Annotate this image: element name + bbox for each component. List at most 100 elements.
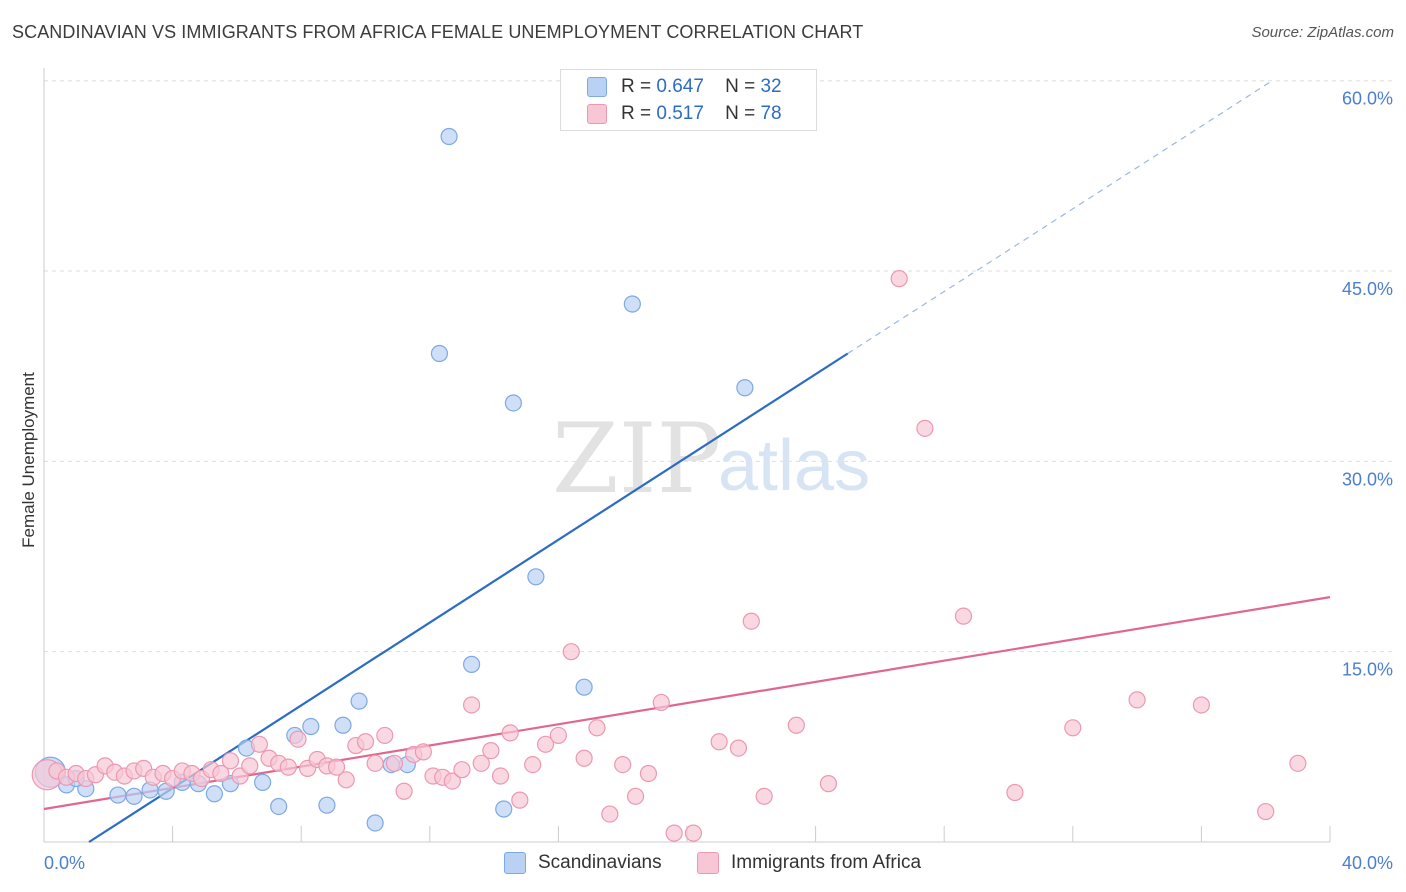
legend-n-label: N = (725, 76, 756, 97)
africa-point (1257, 802, 1275, 821)
watermark-zip: ZIP (552, 403, 721, 515)
scandinavian-point (254, 773, 272, 791)
africa-point (221, 752, 240, 770)
chart-source: Source: ZipAtlas.com (1251, 24, 1394, 41)
africa-point (536, 735, 555, 753)
africa-point (453, 761, 471, 779)
scandinavian-point (334, 716, 352, 734)
x-tick-label: 40.0% (1342, 853, 1393, 873)
africa-point (665, 824, 683, 842)
legend-swatch-africa (697, 852, 719, 874)
scandinavian-point (736, 379, 754, 397)
scandinavian-point (440, 127, 458, 146)
africa-point (501, 724, 519, 742)
chart-title: SCANDINAVIAN VS IMMIGRANTS FROM AFRICA F… (12, 22, 864, 42)
legend-swatch-scandinavians (504, 852, 526, 874)
africa-point (710, 733, 728, 751)
africa-point (1006, 783, 1024, 802)
africa-point (366, 754, 384, 772)
africa-point (279, 758, 297, 776)
scandinavian-trendline (88, 352, 849, 843)
africa-point (614, 755, 632, 774)
africa-point (482, 742, 500, 760)
scandinavian-point (462, 655, 481, 673)
africa-point (289, 730, 307, 748)
x-tick-label: 0.0% (44, 853, 85, 873)
legend-label-africa: Immigrants from Africa (731, 852, 922, 873)
africa-point (890, 270, 908, 288)
watermark-atlas: atlas (718, 426, 870, 506)
africa-point (472, 754, 490, 772)
scandinavian-point (350, 692, 368, 710)
scandinavian-point (270, 797, 288, 816)
africa-point (684, 824, 703, 842)
scandinavian-point (575, 678, 593, 696)
africa-point (511, 791, 529, 809)
y-axis-label: Female Unemployment (19, 372, 38, 548)
africa-point (755, 787, 773, 805)
africa-point (376, 726, 394, 745)
africa-point (652, 693, 670, 712)
legend-swatch-pink (587, 104, 607, 124)
africa-point (212, 764, 230, 783)
legend-item-scandinavians: Scandinavians (504, 852, 662, 874)
legend-n-label: N = (725, 103, 756, 124)
scandinavian-point (504, 394, 522, 412)
africa-point (327, 758, 346, 776)
y-tick-label: 15.0% (1342, 660, 1393, 680)
africa-point (491, 767, 510, 785)
africa-point (356, 733, 375, 751)
africa-point (575, 749, 593, 767)
y-tick-label: 30.0% (1342, 469, 1393, 489)
scandinavian-point (302, 717, 320, 736)
series-legend: Scandinavians Immigrants from Africa (0, 852, 1406, 878)
africa-point (954, 607, 973, 625)
trendlines (43, 80, 1331, 843)
africa-point (395, 782, 413, 800)
africa-point (819, 775, 838, 793)
africa-point (639, 764, 658, 783)
africa-trendline (43, 596, 1331, 811)
africa-point (588, 719, 606, 737)
legend-item-africa: Immigrants from Africa (697, 852, 921, 874)
africa-point (626, 787, 645, 805)
scandinavian-point (125, 787, 143, 805)
africa-point (524, 755, 542, 774)
data-points (31, 127, 1307, 842)
legend-row-africa: R = 0.517 N = 78 (587, 103, 782, 125)
scandinavian-point (318, 796, 336, 814)
scandinavian-point (623, 295, 641, 313)
scandinavian-point (495, 800, 513, 818)
legend-n-value: 78 (760, 103, 782, 124)
africa-point (549, 726, 568, 745)
legend-label-scandinavians: Scandinavians (538, 852, 662, 873)
axes (43, 68, 1331, 843)
africa-point (729, 739, 748, 757)
africa-point (241, 757, 259, 775)
scandinavian-point (205, 785, 223, 803)
scandinavian-point (366, 814, 384, 832)
legend-r-value: 0.517 (656, 103, 704, 124)
scandinavian-point (109, 786, 127, 804)
africa-point (1064, 719, 1082, 737)
grid-lines (44, 80, 1392, 653)
africa-point (250, 735, 269, 753)
africa-point (462, 696, 481, 714)
legend-r-label: R = (621, 76, 652, 97)
scandinavian-point (527, 568, 545, 586)
africa-point (1128, 691, 1146, 709)
scandinavian-trendline-extension (847, 80, 1273, 354)
legend-n-value: 32 (760, 76, 782, 97)
africa-point (601, 805, 619, 823)
africa-point (562, 643, 580, 661)
scandinavian-point (430, 344, 449, 363)
correlation-legend: R = 0.647 N = 32 R = 0.517 N = 78 (560, 69, 817, 131)
tick-labels: 15.0% 30.0% 45.0% 60.0% 0.0% 40.0% (44, 89, 1393, 873)
legend-row-scandinavians: R = 0.647 N = 32 (587, 76, 782, 98)
legend-r-label: R = (621, 103, 652, 124)
africa-point (742, 612, 760, 630)
y-tick-label: 60.0% (1342, 89, 1393, 109)
africa-point (1289, 754, 1307, 772)
africa-point (337, 771, 355, 789)
